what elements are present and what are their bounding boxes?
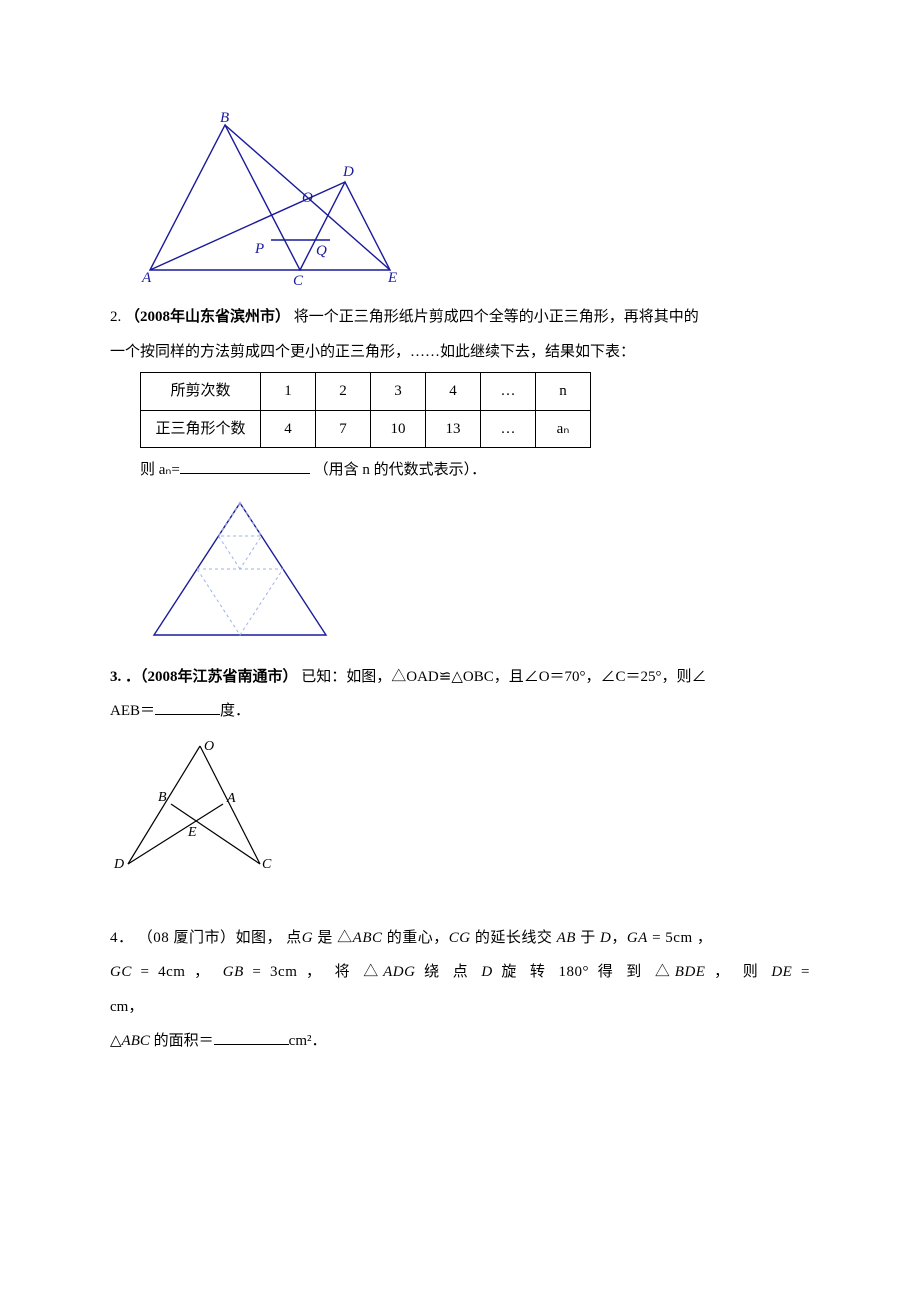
th-times: 所剪次数 — [141, 373, 261, 411]
q3-figure: O B A E D C — [110, 736, 810, 876]
q2-tail-b: （用含 n 的代数式表示）． — [314, 462, 487, 478]
label-E: E — [387, 270, 397, 285]
q4-line1: 4． （08 厦门市）如图， 点G 是 △ABC 的重心，CG 的延长线交 AB… — [110, 924, 810, 953]
label-B: B — [220, 110, 229, 126]
q2-body-a: 将一个正三角形纸片剪成四个全等的小正三角形，再将其中的 — [294, 309, 699, 325]
q2-line1: 2. （2008年山东省滨州市） 将一个正三角形纸片剪成四个全等的小正三角形，再… — [110, 303, 810, 332]
q3-body-b: AEB＝ — [110, 703, 155, 719]
table-row: 所剪次数 1 2 3 4 … n — [141, 373, 591, 411]
q2-tail: 则 aₙ= （用含 n 的代数式表示）． — [140, 456, 810, 485]
q4-source: （08 厦门市）如图， — [138, 930, 282, 946]
q3-line2: AEB＝ 度． — [110, 697, 810, 726]
q3-svg: O B A E D C — [110, 736, 290, 876]
q4-line2: GC = 4cm ， GB = 3cm ， 将 △ADG 绕 点 D 旋 转 1… — [110, 958, 810, 987]
blank-an — [180, 459, 310, 474]
label-O: O — [302, 190, 313, 206]
label-D: D — [113, 857, 124, 872]
q2-figure — [140, 495, 810, 645]
q3-line1: 3. ．（2008年江苏省南通市） 已知：如图，△OAD≌△OBC，且∠O＝70… — [110, 663, 810, 692]
label-O: O — [204, 739, 214, 754]
q4-line4: △ABC 的面积＝cm²． — [110, 1027, 810, 1056]
blank-area — [214, 1030, 289, 1045]
label-C: C — [293, 273, 304, 285]
q2-num: 2. — [110, 309, 121, 325]
q2-table: 所剪次数 1 2 3 4 … n 正三角形个数 4 7 10 13 … aₙ — [140, 372, 591, 448]
label-A: A — [141, 270, 152, 285]
th-count: 正三角形个数 — [141, 410, 261, 448]
label-C: C — [262, 857, 272, 872]
q3-source: ．（2008年江苏省南通市） — [125, 669, 298, 685]
q4-line3: cm， — [110, 993, 810, 1022]
q2-line2: 一个按同样的方法剪成四个更小的正三角形，……如此继续下去，结果如下表： — [110, 338, 810, 367]
q3-num: 3. — [110, 669, 121, 685]
blank-aeb — [155, 700, 220, 715]
q2-source: （2008年山东省滨州市） — [125, 309, 290, 325]
label-D: D — [342, 164, 354, 180]
q3-body-c: 度． — [220, 703, 250, 719]
label-P: P — [254, 241, 264, 257]
q2-svg — [140, 495, 340, 645]
q1-figure: A B C D E O P Q — [140, 110, 810, 285]
q1-svg: A B C D E O P Q — [140, 110, 410, 285]
label-A: A — [226, 791, 236, 806]
q2-tail-a: 则 aₙ= — [140, 462, 180, 478]
q4-num: 4． — [110, 930, 134, 946]
label-Q: Q — [316, 243, 327, 259]
table-row: 正三角形个数 4 7 10 13 … aₙ — [141, 410, 591, 448]
q3-body-a: 已知：如图，△OAD≌△OBC，且∠O＝70°，∠C＝25°，则∠ — [301, 669, 706, 685]
label-B: B — [158, 790, 167, 805]
label-E: E — [187, 825, 197, 840]
